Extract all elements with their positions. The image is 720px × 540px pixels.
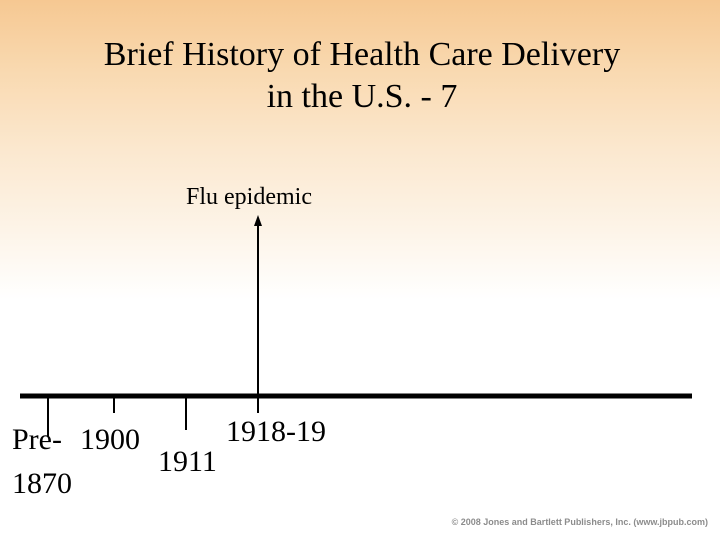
year-label-1870: 1870 bbox=[12, 467, 72, 500]
year-label-1911: 1911 bbox=[158, 445, 217, 478]
copyright-notice: © 2008 Jones and Bartlett Publishers, In… bbox=[451, 517, 708, 527]
flu-epidemic-arrow-head bbox=[254, 215, 262, 226]
title-line-1: Brief History of Health Care Delivery bbox=[103, 36, 621, 73]
title-line-2: in the U.S. - 7 bbox=[266, 78, 458, 115]
flu-epidemic-label: Flu epidemic bbox=[186, 184, 312, 210]
year-label-1918-19: 1918-19 bbox=[226, 415, 326, 448]
year-label-pre: Pre- bbox=[12, 423, 62, 456]
year-label-1900: 1900 bbox=[80, 423, 140, 456]
slide-title: Brief History of Health Care Delivery in… bbox=[0, 34, 720, 118]
